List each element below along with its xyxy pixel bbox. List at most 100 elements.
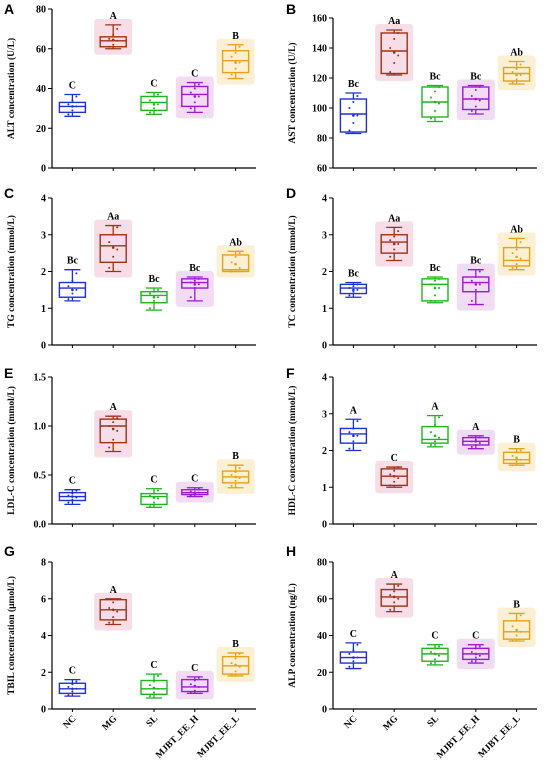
data-point (511, 266, 514, 269)
data-point (470, 651, 473, 654)
y-tick-label: 4 (322, 194, 327, 205)
data-point (515, 460, 518, 463)
data-point (116, 248, 119, 251)
data-point (116, 610, 119, 613)
data-point (470, 95, 473, 97)
mean-point (71, 105, 74, 108)
mean-point (474, 97, 478, 101)
mean-point (352, 656, 355, 659)
y-axis-label: TBIL concentration (μmol/L) (6, 576, 17, 695)
panel-letter: F (286, 365, 295, 381)
data-point (519, 74, 522, 76)
significance-label: Bc (189, 263, 201, 274)
data-point (356, 114, 359, 117)
data-point (157, 687, 159, 690)
data-point (149, 307, 151, 310)
data-point (153, 290, 155, 293)
data-point (108, 606, 111, 609)
panel-b: B AST concentration (U/L) 60 80 100 120 140 160… (286, 1, 537, 175)
data-point (515, 78, 518, 81)
panel-c: C TG concentration (mmol/L) 0 1 2 3 4 Bc Aa Bc Bc A… (4, 185, 256, 352)
data-point (434, 90, 436, 93)
data-point (474, 656, 477, 659)
panel-letter: E (4, 365, 13, 381)
data-point (511, 625, 514, 628)
data-point (434, 658, 436, 661)
data-point (193, 488, 196, 491)
data-point (193, 689, 196, 692)
significance-label: Aa (107, 212, 119, 223)
box (99, 36, 127, 48)
data-point (108, 266, 111, 269)
mean-point (433, 100, 437, 104)
mean-point (152, 295, 156, 299)
mean-point (433, 434, 437, 438)
data-point (234, 657, 237, 660)
data-point (519, 63, 522, 66)
data-point (238, 476, 241, 479)
data-point (352, 101, 355, 103)
data-point (238, 665, 241, 668)
data-point (71, 99, 74, 102)
significance-label: C (191, 474, 198, 485)
y-tick-label: 60 (317, 164, 327, 175)
data-point (197, 676, 200, 679)
data-point (149, 111, 151, 114)
panel-letter: H (286, 543, 296, 559)
mean-point (515, 73, 518, 77)
data-point (511, 81, 514, 84)
data-point (511, 252, 514, 255)
y-tick-label: 20 (317, 668, 327, 679)
mean-point (352, 288, 355, 292)
data-point (112, 33, 115, 36)
significance-label: C (391, 453, 398, 464)
data-point (189, 91, 192, 94)
panel-letter: A (4, 1, 14, 17)
data-point (389, 71, 392, 73)
data-point (434, 647, 436, 650)
mean-point (234, 61, 237, 64)
data-point (515, 619, 518, 622)
data-point (515, 248, 518, 251)
data-point (157, 489, 159, 492)
data-point (352, 285, 355, 288)
box (339, 98, 368, 133)
y-tick-label: 0.0 (34, 520, 47, 531)
mean-point (71, 288, 74, 292)
data-point (389, 239, 392, 242)
data-point (430, 443, 432, 446)
x-tick-label: SL (426, 714, 441, 729)
data-point (515, 263, 518, 266)
data-point (71, 498, 74, 501)
y-axis-label: LDL-C concentration (mmol/L) (6, 386, 17, 515)
data-point (352, 427, 355, 430)
box (221, 50, 250, 74)
y-tick-label: 100 (312, 104, 327, 115)
data-point (108, 446, 111, 449)
data-point (230, 270, 233, 273)
y-tick-label: 1 (41, 304, 46, 315)
data-point (438, 654, 440, 657)
data-point (157, 288, 159, 291)
data-point (149, 99, 151, 102)
y-tick-label: 4 (41, 631, 46, 642)
x-tick-label: MJBT_EE_L (196, 714, 242, 760)
significance-label: C (150, 78, 157, 89)
data-point (397, 477, 400, 480)
data-point (116, 417, 119, 420)
data-point (478, 654, 481, 657)
data-point (352, 440, 355, 443)
data-point (348, 287, 351, 290)
data-point (75, 288, 78, 291)
significance-label: Bc (470, 72, 482, 83)
mean-point (515, 628, 518, 632)
data-point (438, 416, 440, 419)
data-point (470, 660, 473, 663)
data-point (189, 281, 192, 284)
significance-label: A (350, 405, 358, 416)
data-point (348, 129, 351, 132)
y-axis-label: HDL-C concentration (mmol/L) (287, 386, 298, 516)
data-point (75, 496, 78, 499)
significance-label: C (191, 69, 198, 80)
data-point (116, 429, 119, 432)
